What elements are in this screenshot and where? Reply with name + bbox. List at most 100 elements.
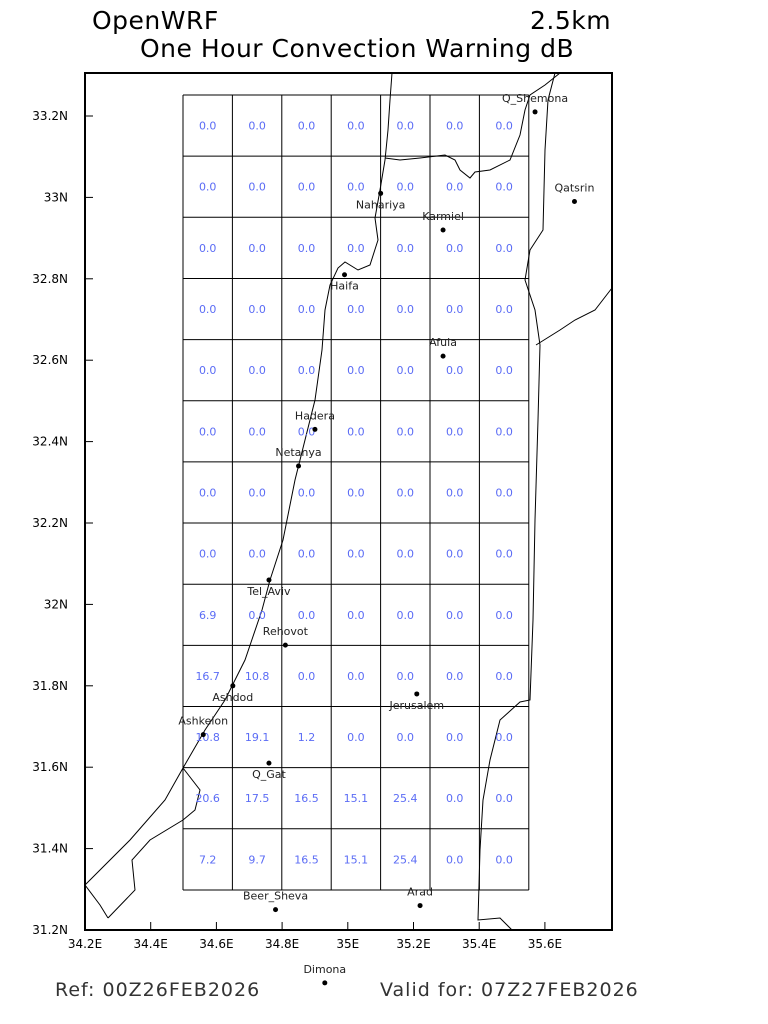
grid-value: 0.0: [446, 364, 464, 377]
grid-value: 0.0: [495, 670, 513, 683]
grid-value: 16.7: [195, 670, 220, 683]
grid-value: 6.9: [199, 609, 217, 622]
grid-value: 0.0: [397, 425, 415, 438]
city-label: Q_Gat: [252, 768, 286, 781]
grid-value: 0.0: [199, 242, 217, 255]
city-label: Qatsrin: [554, 181, 594, 194]
city-marker: [440, 353, 446, 359]
city-marker: [571, 198, 577, 204]
grid-value: 16.5: [294, 792, 319, 805]
grid-value: 19.1: [245, 731, 270, 744]
grid-value: 0.0: [446, 792, 464, 805]
grid-value: 15.1: [344, 792, 369, 805]
grid-value: 25.4: [393, 792, 418, 805]
city-label: Dimona: [303, 963, 346, 976]
map-title: One Hour Convection Warning dB: [140, 34, 575, 63]
sinai-edge: [84, 884, 109, 919]
y-tick-label: 31.6N: [32, 760, 68, 774]
city-label: Haifa: [330, 280, 359, 293]
grid-value: 15.1: [344, 853, 369, 866]
grid-value: 0.0: [347, 425, 365, 438]
grid-value: 0.0: [199, 181, 217, 194]
x-tick-label: 35.2E: [396, 937, 430, 951]
jordan-valley: [477, 72, 556, 931]
x-tick-label: 35.6E: [528, 937, 562, 951]
city-label: Nahariya: [356, 198, 406, 211]
coastlines: [84, 72, 613, 931]
city-marker: [532, 109, 538, 115]
grid-value: 0.0: [495, 609, 513, 622]
x-tick-label: 34.8E: [265, 937, 299, 951]
city-marker: [296, 463, 302, 469]
grid-value: 0.0: [397, 609, 415, 622]
city-label: Afula: [429, 336, 457, 349]
grid-value: 0.0: [298, 364, 316, 377]
grid-value: 0.0: [199, 548, 217, 561]
resolution-label: 2.5km: [530, 6, 612, 35]
grid-value: 0.0: [298, 670, 316, 683]
city-label: Rehovot: [263, 625, 309, 638]
grid-value: 0.0: [248, 364, 266, 377]
city-marker: [342, 272, 348, 278]
grid-value: 17.5: [245, 792, 270, 805]
city-marker: [414, 691, 420, 697]
value-grid: 0.0 0.0 0.0 0.0 0.0 0.0 0.0 0.0 0.0 0.0 0.0 0.0 0.0 0…: [182, 94, 530, 891]
city-marker: [200, 732, 206, 738]
grid-value: 0.0: [446, 731, 464, 744]
city-marker: [312, 426, 318, 432]
grid-value: 0.0: [248, 486, 266, 499]
x-tick-label: 34.4E: [134, 937, 168, 951]
ref-time: Ref: 00Z26FEB2026: [55, 979, 261, 1001]
grid-value: 0.0: [248, 609, 266, 622]
grid-value: 0.0: [347, 731, 365, 744]
grid-value: 0.0: [298, 181, 316, 194]
grid-value: 0.0: [495, 792, 513, 805]
grid-value: 20.6: [195, 792, 220, 805]
grid-value: 0.0: [298, 609, 316, 622]
valid-time: Valid for: 07Z27FEB2026: [380, 979, 639, 1001]
grid-value: 0.0: [446, 120, 464, 133]
city-marker: [417, 903, 423, 909]
grid-value: 0.0: [495, 181, 513, 194]
y-tick-label: 33N: [44, 190, 68, 204]
grid-value: 0.0: [495, 731, 513, 744]
city-label: Arad: [407, 886, 433, 899]
grid-value: 0.0: [298, 303, 316, 316]
grid-value: 0.0: [199, 120, 217, 133]
grid-value: 0.0: [397, 120, 415, 133]
grid-value: 0.0: [248, 425, 266, 438]
y-tick-label: 32.2N: [32, 516, 68, 530]
grid-value: 0.0: [495, 364, 513, 377]
grid-value: 0.0: [298, 242, 316, 255]
grid-value: 0.0: [248, 548, 266, 561]
city-label: Beer_Sheva: [243, 890, 308, 903]
grid-value: 0.0: [446, 181, 464, 194]
city-label: Jerusalem: [389, 699, 445, 712]
grid-value: 0.0: [347, 548, 365, 561]
x-tick-label: 35.4E: [462, 937, 496, 951]
grid-value: 0.0: [347, 303, 365, 316]
city-label: Karmiel: [422, 210, 464, 223]
grid-value: 0.0: [446, 548, 464, 561]
y-tick-label: 32.8N: [32, 272, 68, 286]
x-tick-label: 34.2E: [68, 937, 102, 951]
grid-value: 0.0: [347, 609, 365, 622]
city-label: Tel_Aviv: [246, 585, 291, 598]
city-marker: [322, 980, 328, 986]
city-marker: [440, 227, 446, 233]
grid-value: 0.0: [495, 242, 513, 255]
grid-value: 0.0: [248, 303, 266, 316]
y-tick-label: 31.8N: [32, 679, 68, 693]
grid-value: 0.0: [347, 181, 365, 194]
grid-value: 0.0: [495, 303, 513, 316]
y-tick-label: 33.2N: [32, 109, 68, 123]
grid-value: 1.2: [298, 731, 316, 744]
coastline: [84, 72, 393, 886]
grid-value: 0.0: [446, 486, 464, 499]
grid-value: 0.0: [446, 303, 464, 316]
grid-value: 0.0: [248, 242, 266, 255]
grid-value: 0.0: [495, 853, 513, 866]
grid-value: 0.0: [199, 425, 217, 438]
grid-value: 0.0: [347, 670, 365, 683]
